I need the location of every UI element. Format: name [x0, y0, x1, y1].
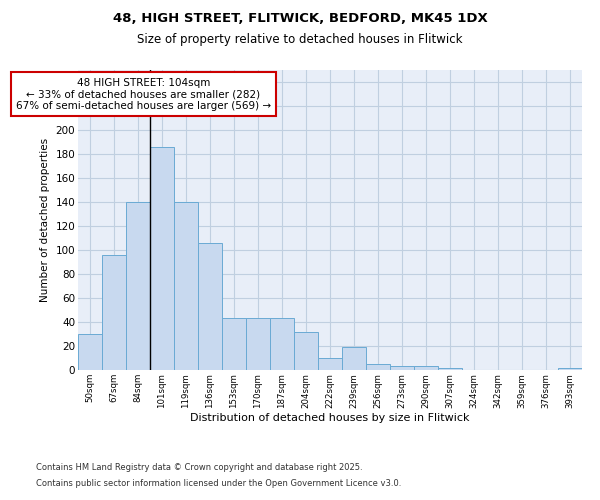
- Bar: [366, 364, 390, 370]
- Bar: [438, 368, 462, 370]
- Bar: [558, 368, 582, 370]
- Bar: [126, 202, 150, 370]
- Bar: [342, 347, 366, 370]
- Text: Size of property relative to detached houses in Flitwick: Size of property relative to detached ho…: [137, 32, 463, 46]
- Bar: [246, 318, 270, 370]
- Bar: [270, 318, 294, 370]
- Text: Contains HM Land Registry data © Crown copyright and database right 2025.: Contains HM Land Registry data © Crown c…: [36, 464, 362, 472]
- Bar: [102, 255, 126, 370]
- Bar: [198, 243, 222, 370]
- Text: Contains public sector information licensed under the Open Government Licence v3: Contains public sector information licen…: [36, 478, 401, 488]
- Bar: [318, 358, 342, 370]
- Text: 48, HIGH STREET, FLITWICK, BEDFORD, MK45 1DX: 48, HIGH STREET, FLITWICK, BEDFORD, MK45…: [113, 12, 487, 26]
- X-axis label: Distribution of detached houses by size in Flitwick: Distribution of detached houses by size …: [190, 413, 470, 423]
- Text: 48 HIGH STREET: 104sqm
← 33% of detached houses are smaller (282)
67% of semi-de: 48 HIGH STREET: 104sqm ← 33% of detached…: [16, 78, 271, 110]
- Bar: [150, 147, 174, 370]
- Bar: [414, 366, 438, 370]
- Bar: [390, 366, 414, 370]
- Bar: [222, 318, 246, 370]
- Bar: [294, 332, 318, 370]
- Y-axis label: Number of detached properties: Number of detached properties: [40, 138, 50, 302]
- Bar: [174, 202, 198, 370]
- Bar: [78, 334, 102, 370]
